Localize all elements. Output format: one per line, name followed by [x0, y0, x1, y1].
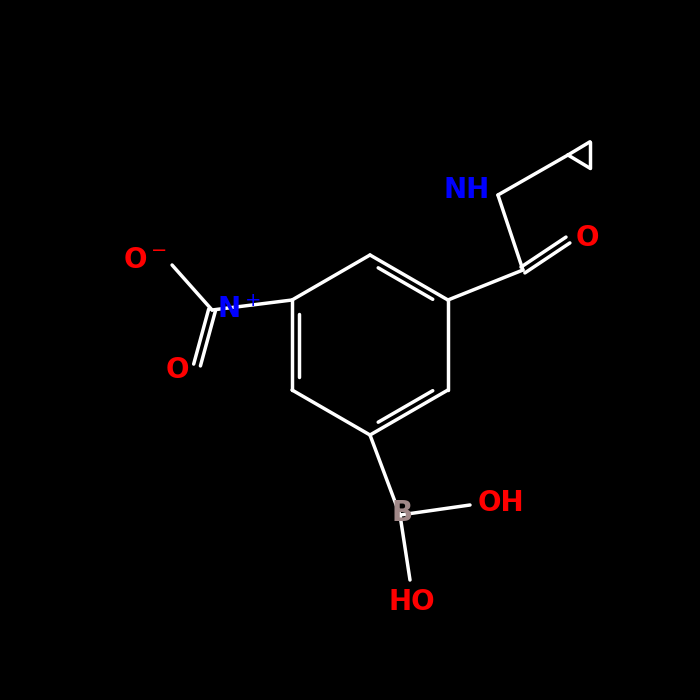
Text: NH: NH: [444, 176, 490, 204]
Text: O: O: [166, 356, 189, 384]
Text: OH: OH: [478, 489, 524, 517]
Text: N$^+$: N$^+$: [217, 296, 260, 324]
Text: HO: HO: [389, 588, 435, 616]
Text: B: B: [391, 499, 412, 527]
Text: O: O: [576, 224, 599, 252]
Text: O$^-$: O$^-$: [123, 246, 167, 274]
